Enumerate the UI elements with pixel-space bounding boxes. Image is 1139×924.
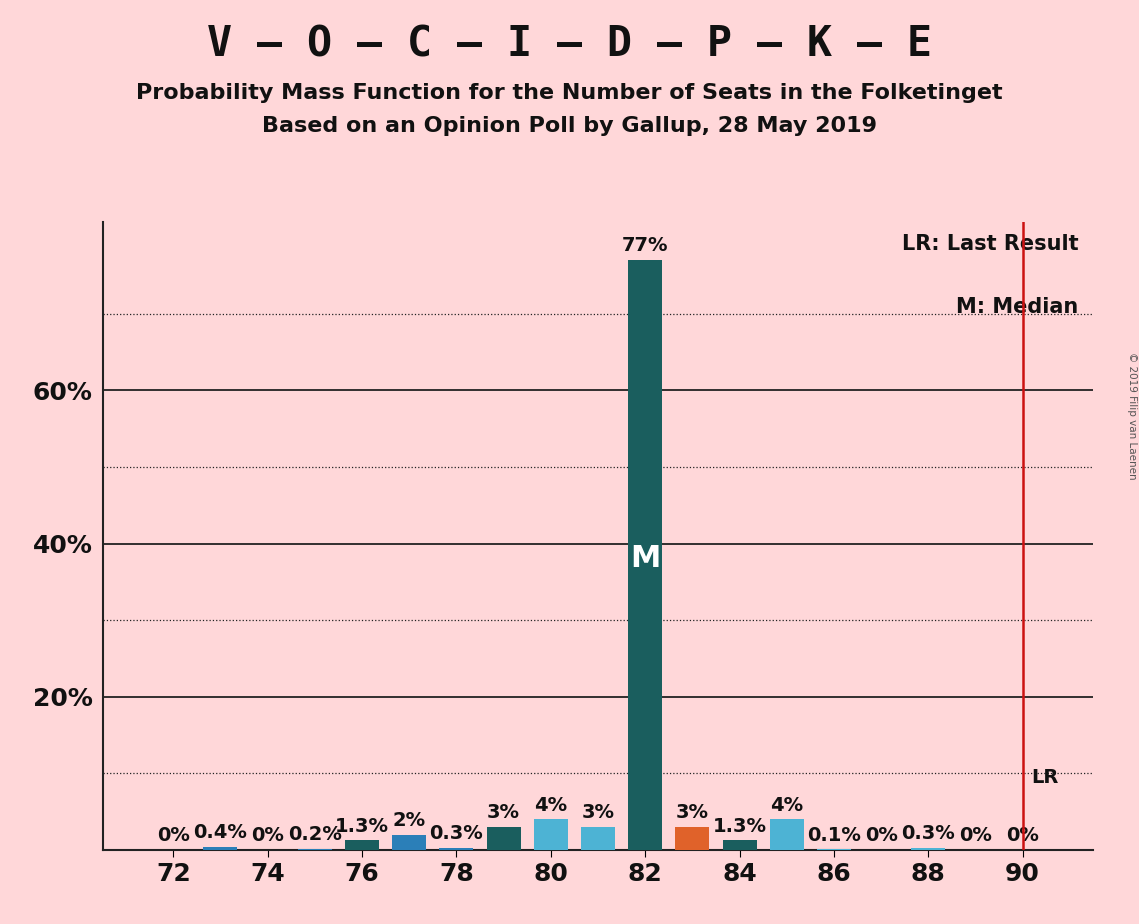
Text: 1.3%: 1.3% (713, 817, 767, 835)
Text: 4%: 4% (534, 796, 567, 815)
Bar (392, 834, 426, 850)
Text: 77%: 77% (622, 237, 669, 255)
Text: 0.1%: 0.1% (806, 826, 861, 845)
Text: LR: Last Result: LR: Last Result (902, 235, 1079, 254)
Bar (629, 260, 662, 850)
Text: © 2019 Filip van Laenen: © 2019 Filip van Laenen (1126, 352, 1137, 480)
Text: M: M (630, 544, 661, 574)
Bar (534, 820, 567, 850)
Text: 0%: 0% (865, 826, 898, 845)
Text: Based on an Opinion Poll by Gallup, 28 May 2019: Based on an Opinion Poll by Gallup, 28 M… (262, 116, 877, 136)
Bar (675, 827, 710, 850)
Text: 0.3%: 0.3% (901, 824, 956, 844)
Text: 0%: 0% (959, 826, 992, 845)
Text: 3%: 3% (675, 804, 708, 822)
Bar (440, 848, 474, 850)
Text: M: Median: M: Median (957, 298, 1079, 317)
Bar (722, 840, 756, 850)
Text: LR: LR (1031, 768, 1058, 787)
Text: Probability Mass Function for the Number of Seats in the Folketinget: Probability Mass Function for the Number… (137, 83, 1002, 103)
Text: 0%: 0% (1006, 826, 1039, 845)
Text: 4%: 4% (770, 796, 803, 815)
Text: V – O – C – I – D – P – K – E: V – O – C – I – D – P – K – E (207, 23, 932, 65)
Bar (486, 827, 521, 850)
Text: 0%: 0% (252, 826, 284, 845)
Text: 3%: 3% (487, 804, 521, 822)
Bar (204, 847, 237, 850)
Bar (911, 848, 945, 850)
Bar (770, 820, 804, 850)
Text: 3%: 3% (582, 804, 614, 822)
Text: 2%: 2% (393, 811, 426, 830)
Text: 0%: 0% (157, 826, 190, 845)
Text: 0.2%: 0.2% (288, 825, 342, 844)
Text: 0.3%: 0.3% (429, 824, 483, 844)
Text: 1.3%: 1.3% (335, 817, 390, 835)
Bar (345, 840, 379, 850)
Bar (581, 827, 615, 850)
Text: 0.4%: 0.4% (194, 823, 247, 843)
Bar (298, 848, 331, 850)
